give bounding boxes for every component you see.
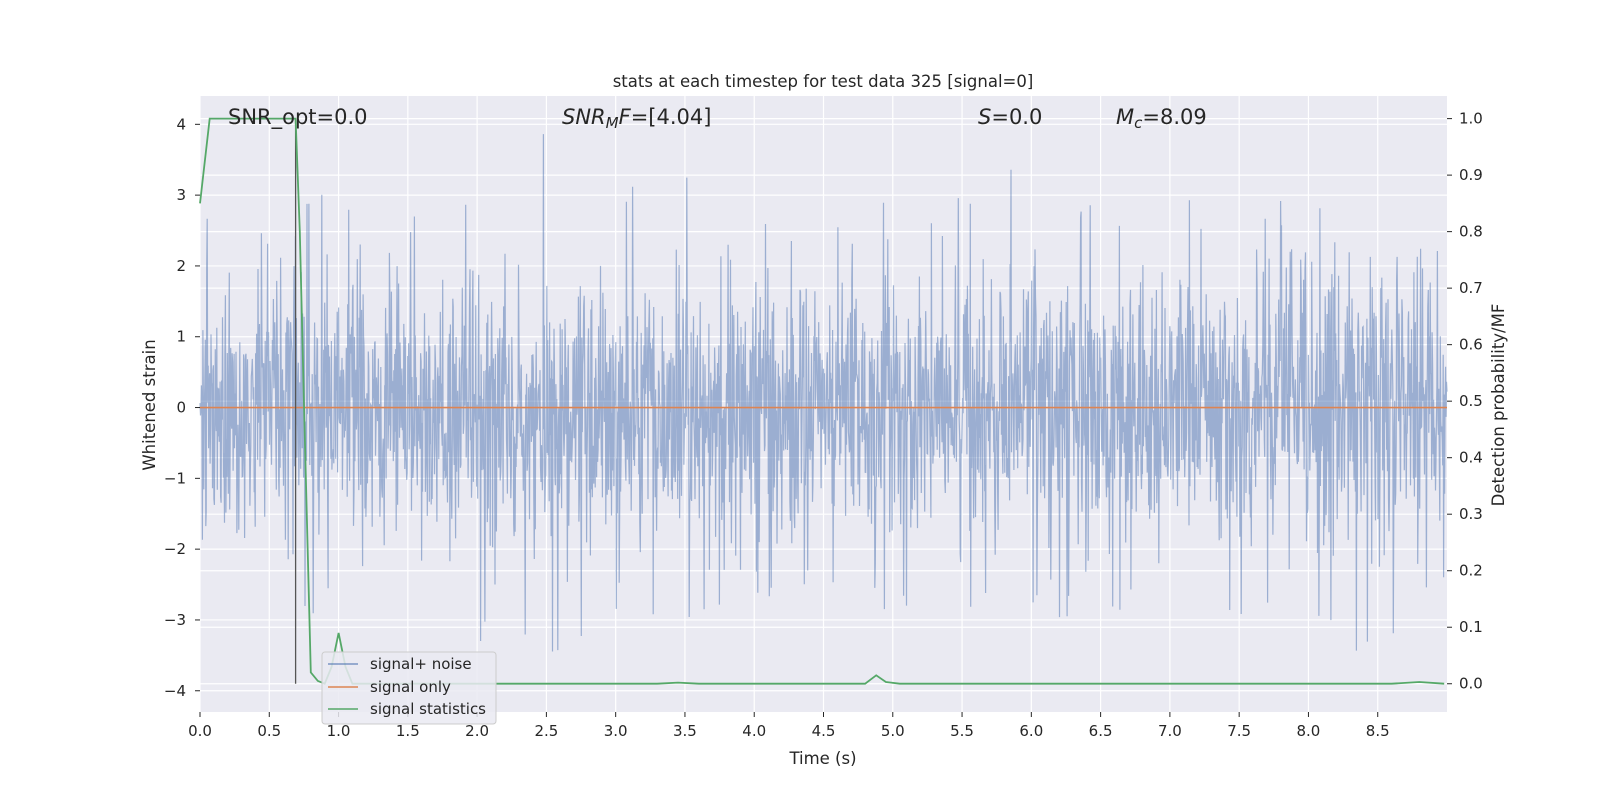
legend-label-noise: signal+ noise bbox=[370, 655, 472, 673]
y-tick-label: 3 bbox=[176, 186, 186, 204]
legend-label-statistics: signal statistics bbox=[370, 700, 486, 718]
y-tick-label: −2 bbox=[164, 540, 186, 558]
y-tick-label: 1 bbox=[176, 328, 186, 346]
y-right-tick-label: 1.0 bbox=[1459, 110, 1483, 128]
x-tick-label: 6.5 bbox=[1089, 722, 1113, 740]
x-tick-label: 0.5 bbox=[257, 722, 281, 740]
x-axis-label: Time (s) bbox=[788, 749, 856, 768]
annotation-snr-mf: SNRMF=[4.04] bbox=[562, 105, 711, 132]
annotation-snr-mf-sub: M bbox=[606, 114, 619, 132]
annotation-mc-var: M bbox=[1116, 105, 1134, 129]
annotation-s-var: S bbox=[978, 105, 991, 129]
x-tick-label: 2.5 bbox=[534, 722, 558, 740]
x-tick-label: 3.5 bbox=[673, 722, 697, 740]
x-tick-label: 6.0 bbox=[1019, 722, 1043, 740]
annotation-snr-mf-f: F bbox=[619, 105, 632, 129]
y-tick-label: −4 bbox=[164, 682, 186, 700]
y-right-tick-label: 0.4 bbox=[1459, 449, 1483, 467]
legend-box bbox=[321, 651, 497, 725]
y-right-tick-label: 0.1 bbox=[1459, 618, 1483, 636]
noise-trace bbox=[199, 134, 1448, 652]
legend: signal+ noise signal only signal statist… bbox=[321, 651, 497, 725]
annotation-snr-opt: SNR_opt=0.0 bbox=[228, 105, 368, 130]
signal-statistics-line bbox=[199, 117, 1445, 685]
noise-series bbox=[199, 134, 1448, 652]
annotation-s: S=0.0 bbox=[978, 105, 1042, 129]
y-tick-label: 4 bbox=[176, 115, 186, 133]
x-tick-label: 1.0 bbox=[327, 722, 351, 740]
y-right-tick-label: 0.6 bbox=[1459, 336, 1483, 354]
x-tick-label: 1.5 bbox=[396, 722, 420, 740]
y-tick-label: −3 bbox=[164, 611, 186, 629]
annotation-snr-mf-value: =[4.04] bbox=[631, 105, 712, 129]
y-right-tick-label: 0.2 bbox=[1459, 562, 1483, 580]
legend-label-signal: signal only bbox=[370, 678, 451, 696]
x-tick-label: 5.5 bbox=[950, 722, 974, 740]
x-tick-label: 5.0 bbox=[881, 722, 905, 740]
annotation-mc-value: =8.09 bbox=[1142, 105, 1206, 129]
annotation-mc-sub: c bbox=[1134, 114, 1143, 132]
y-axis-right-ticks: 1.0 0.9 0.8 0.7 0.6 0.5 0.4 0.3 0.2 0.1 0.0 bbox=[1447, 110, 1483, 693]
x-tick-label: 4.0 bbox=[742, 722, 766, 740]
y-axis-label: Whitened strain bbox=[140, 339, 159, 470]
chart-title: stats at each timestep for test data 325… bbox=[613, 72, 1034, 91]
y-right-tick-label: 0.8 bbox=[1459, 223, 1483, 241]
y-tick-label: 2 bbox=[176, 257, 186, 275]
y-right-tick-label: 0.3 bbox=[1459, 505, 1483, 523]
annotation-mc: Mc=8.09 bbox=[1116, 105, 1207, 132]
y-tick-label: 0 bbox=[176, 399, 186, 417]
x-tick-label: 7.5 bbox=[1227, 722, 1251, 740]
x-tick-label: 4.5 bbox=[812, 722, 836, 740]
y-right-tick-label: 0.5 bbox=[1459, 392, 1483, 410]
annotation-snr-mf-var: SNR bbox=[562, 105, 606, 129]
x-tick-label: 2.0 bbox=[465, 722, 489, 740]
x-tick-label: 8.0 bbox=[1297, 722, 1321, 740]
y-axis-right-label: Detection probability/MF bbox=[1489, 304, 1508, 507]
y-right-tick-label: 0.7 bbox=[1459, 279, 1483, 297]
y-axis-ticks: 4 3 2 1 0 −1 −2 −3 −4 bbox=[164, 115, 200, 700]
x-tick-label: 7.0 bbox=[1158, 722, 1182, 740]
x-tick-label: 8.5 bbox=[1366, 722, 1390, 740]
x-tick-label: 3.0 bbox=[604, 722, 628, 740]
y-right-tick-label: 0.0 bbox=[1459, 675, 1483, 693]
y-right-tick-label: 0.9 bbox=[1459, 166, 1483, 184]
x-axis-ticks: 0.0 0.5 1.0 1.5 2.0 2.5 3.0 3.5 4.0 4.5 5.0 5.5 6.0 6… bbox=[188, 712, 1390, 740]
y-tick-label: −1 bbox=[164, 469, 186, 487]
x-tick-label: 0.0 bbox=[188, 722, 212, 740]
annotation-s-value: =0.0 bbox=[991, 105, 1042, 129]
